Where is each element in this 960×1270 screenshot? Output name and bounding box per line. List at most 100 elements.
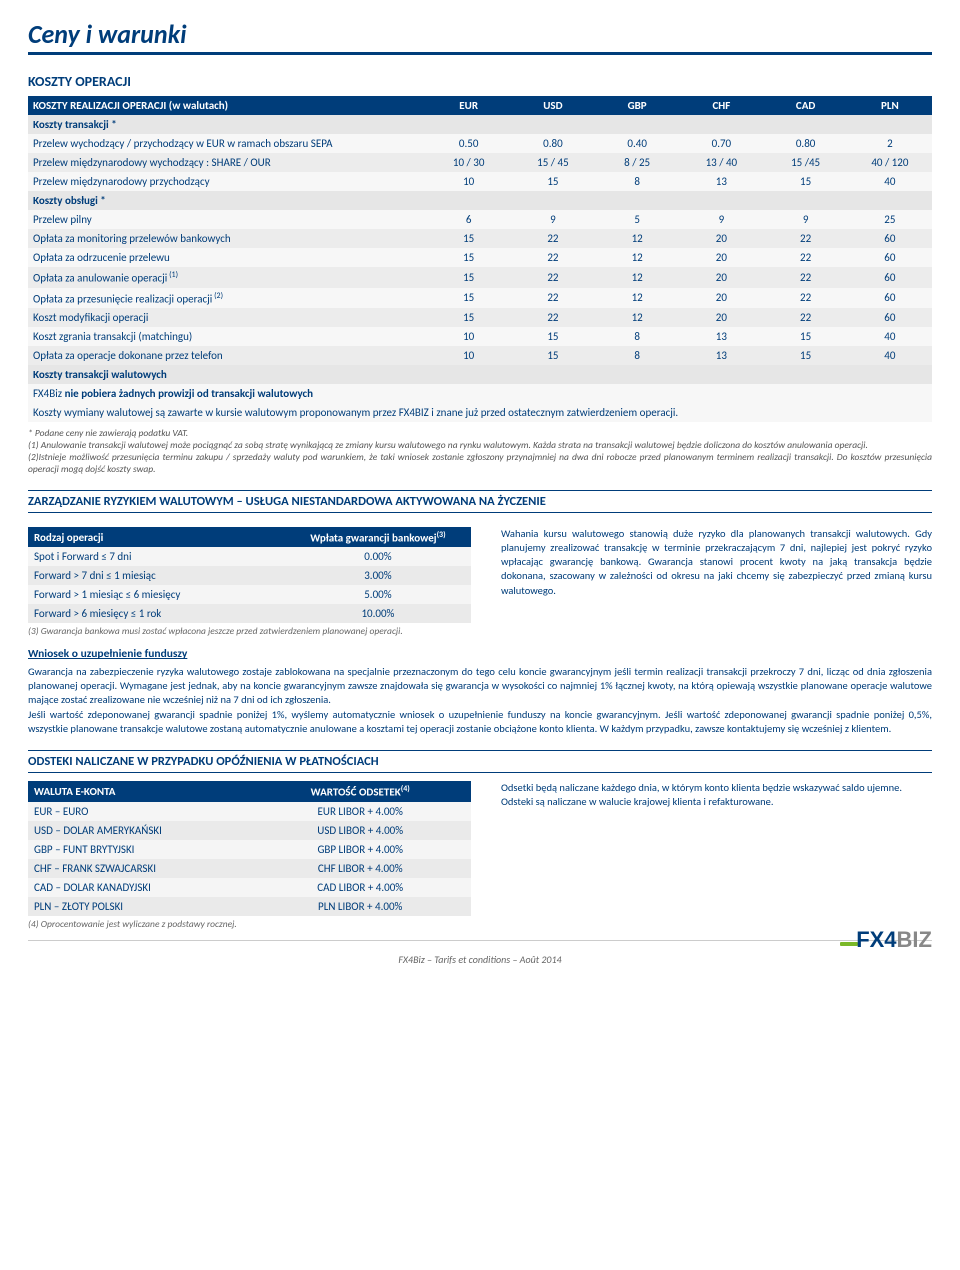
risk-paragraph: Wahania kursu walutowego stanowią duże r… [501,527,932,638]
row-value: 0.00% [285,547,471,566]
row-value: 10 / 30 [427,153,511,172]
row-label: Spot i Forward ≤ 7 dni [28,547,285,566]
row-label: Opłata za przesunięcie realizacji operac… [28,288,427,309]
row-value: 0.50 [427,134,511,153]
row-value: 0.70 [679,134,763,153]
row-label: CHF – FRANK SZWAJCARSKI [28,859,249,878]
row-value: 9 [511,210,595,229]
row-label: Przelew międzynarodowy wychodzący : SHAR… [28,153,427,172]
section-costs-title: KOSZTY OPERACJI [28,73,932,90]
cost-header-cad: CAD [764,96,848,115]
table-row: CHF – FRANK SZWAJCARSKICHF LIBOR + 4.00% [28,859,471,878]
row-value: 22 [764,308,848,327]
row-value: 20 [679,267,763,288]
row-label: Forward > 7 dni ≤ 1 miesiąc [28,566,285,585]
guarantee-caption: (3) Gwarancja bankowa musi zostać wpłaco… [28,625,471,637]
row-value: EUR LIBOR + 4.00% [249,802,470,821]
row-value: 2 [848,134,932,153]
interest-section-bar: ODSTEKI NALICZANE W PRZYPADKU OPÓŹNIENIA… [28,750,932,773]
wniosek-body: Gwarancja na zabezpieczenie ryzyka walut… [28,665,932,735]
table-row: GBP – FUNT BRYTYJSKIGBP LIBOR + 4.00% [28,840,471,859]
table-row: Forward > 6 miesięcy ≤ 1 rok10.00% [28,604,471,623]
row-value: 8 [595,327,679,346]
table-row: CAD – DOLAR KANADYJSKICAD LIBOR + 4.00% [28,878,471,897]
table-row: Koszt zgrania transakcji (matchingu)1015… [28,327,932,346]
group-fx-label: Koszty transakcji walutowych [28,365,932,384]
row-value: 13 / 40 [679,153,763,172]
row-value: 12 [595,267,679,288]
row-value: 15 [764,327,848,346]
row-value: 20 [679,248,763,267]
costs-table-header: KOSZTY REALIZACJI OPERACJI (w walutach)E… [28,96,932,115]
row-label: Koszt modyfikacji operacji [28,308,427,327]
row-value: 22 [511,288,595,309]
row-value: CAD LIBOR + 4.00% [249,878,470,897]
row-value: PLN LIBOR + 4.00% [249,897,470,916]
logo: FX4BIZ [840,927,932,953]
fx-note-plain: Koszty wymiany walutowej są zawarte w ku… [28,403,932,422]
row-value: 15 [511,327,595,346]
row-value: 15 [427,229,511,248]
fx-note-bold: FX4Biz nie pobiera żadnych prowizji od t… [28,384,932,403]
footer-text: FX4Biz – Tarifs et conditions – Août 201… [28,953,932,966]
table-row: Opłata za przesunięcie realizacji operac… [28,288,932,309]
row-value: 22 [511,229,595,248]
row-value: 15 /45 [764,153,848,172]
row-value: 15 [511,172,595,191]
row-value: 22 [511,248,595,267]
row-value: 15 [511,346,595,365]
row-value: 15 / 45 [511,153,595,172]
table-row: Opłata za monitoring przelewów bankowych… [28,229,932,248]
row-value: 8 / 25 [595,153,679,172]
row-value: 12 [595,248,679,267]
row-value: 25 [848,210,932,229]
row-value: 60 [848,308,932,327]
row-value: 10 [427,346,511,365]
table-row: Koszt modyfikacji operacji152212202260 [28,308,932,327]
risk-section-bar: ZARZĄDZANIE RYZYKIEM WALUTOWYM – USŁUGA … [28,490,932,513]
row-value: 0.80 [511,134,595,153]
interest-caption: (4) Oprocentowanie jest wyliczane z pods… [28,918,471,930]
group-service-label: Koszty obsługi * [28,191,932,210]
row-value: 8 [595,346,679,365]
row-value: 8 [595,172,679,191]
table-row: Przelew międzynarodowy przychodzący10158… [28,172,932,191]
table-row: Opłata za odrzucenie przelewu15221220226… [28,248,932,267]
page-title: Ceny i warunki [28,18,932,55]
cost-header-eur: EUR [427,96,511,115]
row-label: USD – DOLAR AMERYKAŃSKI [28,821,249,840]
row-value: 6 [427,210,511,229]
row-label: EUR – EURO [28,802,249,821]
row-value: 12 [595,308,679,327]
row-label: Opłata za monitoring przelewów bankowych [28,229,427,248]
row-value: 60 [848,248,932,267]
table-row: Przelew wychodzący / przychodzący w EUR … [28,134,932,153]
guarantee-table: Rodzaj operacji Wpłata gwarancji bankowe… [28,527,471,624]
footnotes-block: * Podane ceny nie zawierają podatku VAT.… [28,428,932,476]
row-value: 15 [427,267,511,288]
row-value: 20 [679,308,763,327]
row-label: Przelew międzynarodowy przychodzący [28,172,427,191]
wniosek-title: Wniosek o uzupełnienie funduszy [28,647,932,663]
costs-table: KOSZTY REALIZACJI OPERACJI (w walutach)E… [28,96,932,422]
row-label: PLN – ZŁOTY POLSKI [28,897,249,916]
row-value: USD LIBOR + 4.00% [249,821,470,840]
row-label: Opłata za operacje dokonane przez telefo… [28,346,427,365]
row-value: 40 [848,327,932,346]
row-label: GBP – FUNT BRYTYJSKI [28,840,249,859]
table-row: Spot i Forward ≤ 7 dni0.00% [28,547,471,566]
row-value: 60 [848,229,932,248]
row-label: CAD – DOLAR KANADYJSKI [28,878,249,897]
row-value: 22 [511,308,595,327]
row-label: Opłata za odrzucenie przelewu [28,248,427,267]
row-value: 13 [679,327,763,346]
table-row: PLN – ZŁOTY POLSKIPLN LIBOR + 4.00% [28,897,471,916]
row-value: GBP LIBOR + 4.00% [249,840,470,859]
row-value: 15 [427,248,511,267]
row-value: 22 [764,248,848,267]
table-row: Opłata za anulowanie operacji (1)1522122… [28,267,932,288]
row-value: 60 [848,267,932,288]
row-value: 22 [511,267,595,288]
guarantee-header: Rodzaj operacji Wpłata gwarancji bankowe… [28,527,471,548]
cost-header-pln: PLN [848,96,932,115]
